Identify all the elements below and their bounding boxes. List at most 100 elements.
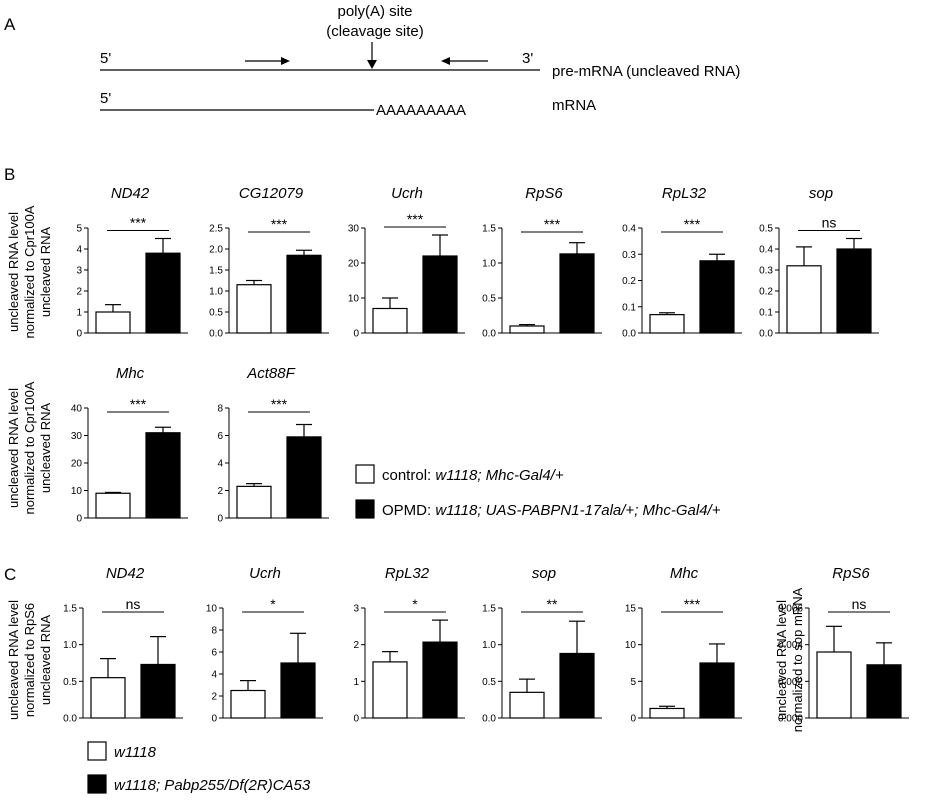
chart-title: sop: [809, 185, 833, 202]
svg-text:uncleaved RNA: uncleaved RNA: [38, 615, 53, 706]
bar-control: [786, 265, 822, 334]
premrna-label: pre-mRNA (uncleaved RNA): [552, 63, 740, 80]
significance-label: *: [412, 596, 418, 612]
chart-title: ND42: [111, 185, 150, 202]
y-tick-label: 4: [76, 245, 82, 256]
bar-control: [649, 314, 685, 334]
bar-control: [649, 707, 685, 719]
bar-control: [95, 492, 131, 519]
y-tick-label: 6: [217, 431, 223, 442]
y-tick-label: 2: [76, 287, 82, 298]
significance-label: ***: [271, 216, 288, 232]
chart-title: Mhc: [116, 365, 145, 382]
bar-mutant: [836, 248, 872, 334]
y-tick-label: 1.5: [63, 604, 77, 615]
bar-control: [230, 689, 266, 719]
chart-title: sop: [532, 565, 556, 582]
y-tick-label: 40: [71, 404, 83, 415]
y-tick-label: 0.1: [759, 308, 773, 319]
y-tick-label: 2.5: [209, 224, 223, 235]
significance-label: ***: [130, 215, 147, 231]
y-tick-label: 4: [217, 459, 223, 470]
svg-text:uncleaved RNA level: uncleaved RNA level: [774, 600, 789, 720]
cleavage-arrowhead: [367, 60, 377, 69]
y-tick-label: 15: [625, 604, 637, 615]
bar-mutant: [699, 260, 735, 334]
y-tick-label: 0.2: [622, 276, 636, 287]
legend-opmd-swatch: [355, 499, 375, 519]
bar-mutant: [145, 252, 181, 334]
svg-text:normalized to sop mRNA: normalized to sop mRNA: [790, 587, 805, 732]
c-rps6-ylabel: uncleaved RNA level normalized to sop mR…: [774, 587, 805, 732]
legend-mutant-label: w1118; Pabp255/Df(2R)CA53: [114, 777, 311, 794]
bar-mutant: [145, 432, 181, 519]
y-tick-label: 10: [625, 640, 637, 651]
mrna-five-prime-label: 5': [100, 90, 111, 107]
y-tick-label: 30: [348, 224, 360, 235]
chart-c-rps6: 0.000 0.002 0.004 0.006 ns RpS6: [778, 565, 909, 725]
y-tick-label: 0.1: [622, 302, 636, 313]
y-tick-label: 0: [217, 514, 223, 525]
svg-text:normalized to Cpr100A: normalized to Cpr100A: [22, 381, 37, 514]
y-tick-label: 0.004: [778, 640, 803, 651]
chart-b-rps6: 0.0 0.5 1.0 1.5 *** RpS6: [482, 185, 602, 340]
chart-title: Ucrh: [391, 185, 423, 202]
bar-control: [90, 677, 126, 719]
mrna-label: mRNA: [552, 97, 596, 114]
y-tick-label: 2: [211, 692, 217, 703]
legend-c: w1118 w1118; Pabp255/Df(2R)CA53: [87, 741, 311, 794]
y-tick-label: 0.5: [482, 677, 496, 688]
bar-mutant: [140, 663, 176, 719]
chart-c-nd42: 0.0 0.5 1.0 1.5 ns ND42: [63, 565, 183, 725]
chart-title: Act88F: [246, 365, 295, 382]
bar-control: [816, 651, 852, 719]
svg-text:normalized to RpS6: normalized to RpS6: [22, 603, 37, 717]
y-tick-label: 1: [76, 308, 82, 319]
chart-c-ucrh: 0 2 4 6 8 10 * Ucrh: [206, 565, 323, 725]
y-tick-label: 3: [76, 266, 82, 277]
bar-control: [372, 307, 408, 334]
y-tick-label: 10: [348, 294, 360, 305]
y-tick-label: 1.0: [209, 287, 223, 298]
y-tick-label: 1.5: [482, 224, 496, 235]
y-tick-label: 0: [353, 329, 359, 340]
bar-control: [372, 661, 408, 719]
significance-label: ***: [684, 596, 701, 612]
y-tick-label: 2: [353, 640, 359, 651]
y-tick-label: 0.002: [778, 677, 803, 688]
bar-mutant: [286, 436, 322, 519]
legend-b: control: w1118; Mhc-Gal4/+ OPMD: w1118; …: [355, 464, 721, 519]
bar-control: [95, 311, 131, 334]
significance-label: ***: [544, 216, 561, 232]
panel-label-b: B: [4, 165, 15, 184]
b-row1-ylabel: uncleaved RNA level normalized to Cpr100…: [6, 205, 53, 338]
polya-tail: AAAAAAAAA: [376, 102, 466, 119]
legend-wt-swatch: [87, 741, 107, 761]
y-tick-label: 1.5: [209, 266, 223, 277]
chart-b-cg12079: 0.0 0.5 1.0 1.5 2.0 2.5 *** CG12079: [209, 185, 329, 340]
y-tick-label: 2: [217, 486, 223, 497]
c-ylabel: uncleaved RNA level normalized to RpS6 u…: [6, 600, 53, 720]
chart-b-mhc: 0 10 20 30 40 *** Mhc: [71, 365, 188, 525]
chart-title: CG12079: [239, 185, 304, 202]
legend-mutant-swatch: [87, 774, 107, 794]
y-tick-label: 0.0: [759, 329, 773, 340]
y-tick-label: 0.4: [759, 245, 773, 256]
svg-text:uncleaved RNA level: uncleaved RNA level: [6, 388, 21, 508]
bar-mutant: [280, 662, 316, 719]
reverse-primer-arrowhead: [441, 57, 450, 65]
y-tick-label: 10: [71, 486, 83, 497]
y-tick-label: 6: [211, 648, 217, 659]
three-prime-label: 3': [522, 50, 533, 67]
y-tick-label: 4: [211, 670, 217, 681]
chart-c-mhc: 0 5 10 15 *** Mhc: [625, 565, 742, 725]
chart-c-rpl32: 0 1 2 3 * RpL32: [353, 565, 465, 725]
chart-title: RpS6: [525, 185, 563, 202]
chart-title: RpL32: [662, 185, 707, 202]
y-tick-label: 0: [211, 714, 217, 725]
chart-b-rpl32: 0.0 0.1 0.2 0.3 0.4 *** RpL32: [622, 185, 742, 340]
y-tick-label: 0.5: [759, 224, 773, 235]
chart-title: RpS6: [832, 565, 870, 582]
b-row2-ylabel: uncleaved RNA level normalized to Cpr100…: [6, 381, 53, 514]
